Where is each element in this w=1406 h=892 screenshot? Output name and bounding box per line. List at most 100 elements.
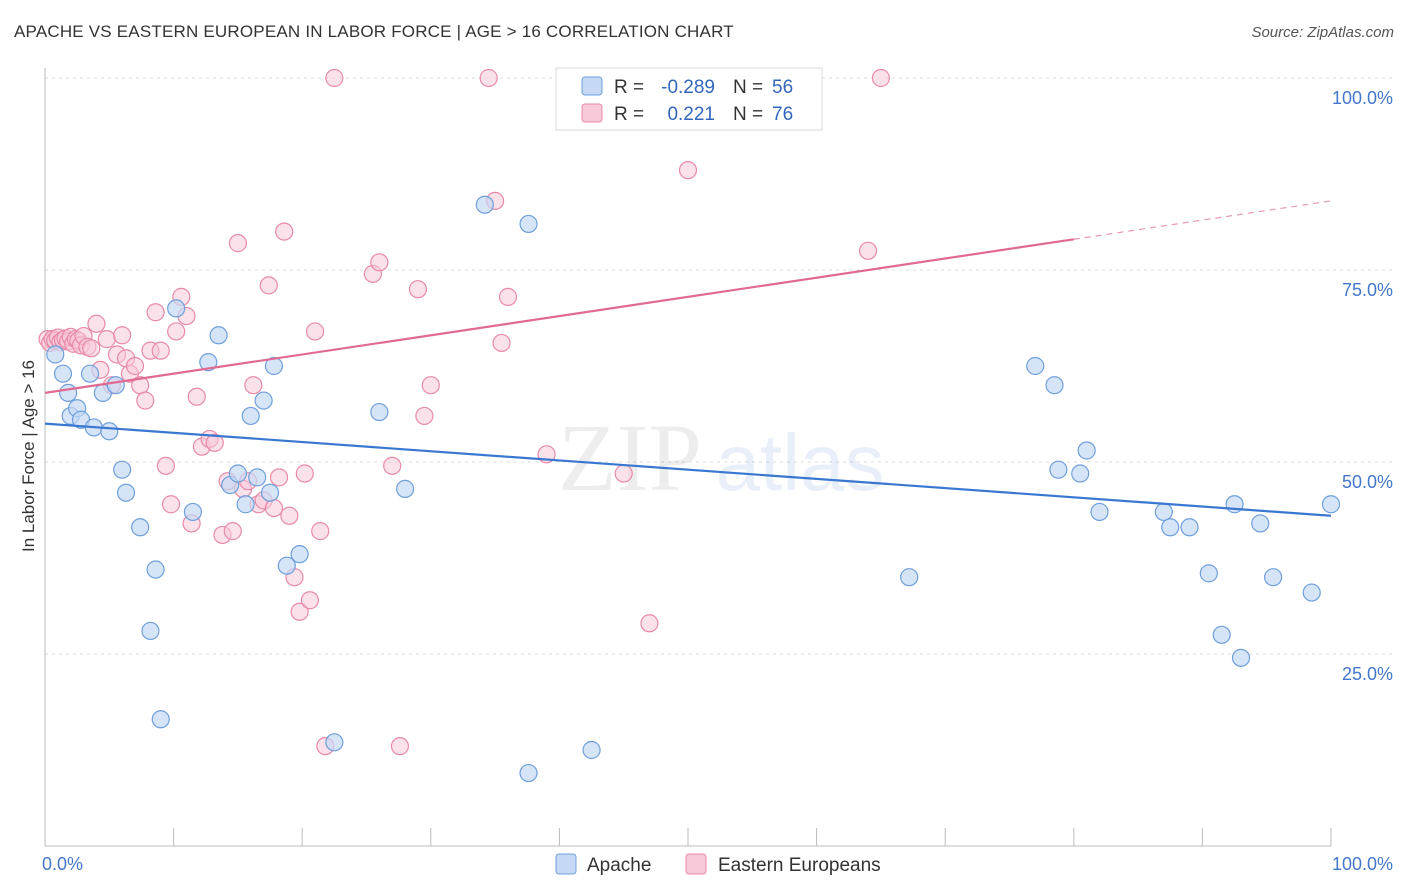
eastern-point-72 [492, 333, 511, 353]
apache-point-34 [475, 195, 494, 214]
eastern-point-19 [97, 330, 116, 349]
eastern-point-66 [390, 737, 410, 756]
bottom-legend-label-apache: Apache [587, 855, 651, 876]
eastern-point-32 [161, 495, 181, 514]
x-tick-labels: 0.0% 100.0% [42, 854, 1393, 874]
apache-point-53 [1264, 568, 1283, 587]
watermark-zip: ZIP [558, 404, 702, 511]
eastern-trend-line [44, 238, 1074, 394]
eastern-point-40 [205, 433, 224, 452]
eastern-point-54 [280, 506, 299, 525]
apache-point-39 [1026, 356, 1045, 376]
apache-point-22 [228, 464, 247, 483]
grid-lines [45, 77, 1392, 655]
eastern-point-67 [408, 280, 428, 299]
apache-point-41 [1049, 460, 1068, 479]
apache-point-19 [199, 353, 218, 372]
eastern-point-68 [415, 406, 434, 426]
apache-point-33 [395, 479, 415, 498]
eastern-point-64 [370, 253, 389, 272]
apache-point-13 [131, 518, 150, 537]
eastern-point-30 [151, 341, 170, 360]
y-tick-label-0: 25.0% [1342, 664, 1393, 684]
apache-point-12 [116, 483, 136, 502]
watermark-atlas: atlas [716, 418, 885, 507]
apache-point-42 [1071, 464, 1090, 483]
eastern-point-50 [259, 276, 278, 295]
legend-r-label-apache: R = [614, 77, 644, 98]
y-tick-label-3: 100.0% [1332, 88, 1393, 108]
eastern-point-43 [223, 522, 242, 541]
apache-point-47 [1180, 518, 1199, 537]
series-apache [46, 195, 1341, 783]
apache-point-6 [80, 364, 100, 383]
series-eastern-europeans [38, 68, 891, 756]
legend-swatch-eastern [581, 103, 603, 123]
eastern-point-62 [325, 68, 344, 88]
eastern-point-57 [295, 464, 314, 483]
legend-n-value-eastern: 76 [772, 104, 793, 125]
y-tick-label-1: 50.0% [1342, 472, 1393, 492]
apache-point-55 [1321, 495, 1341, 514]
apache-point-1 [53, 364, 73, 383]
legend-r-label-eastern: R = [614, 104, 644, 125]
apache-point-32 [370, 402, 389, 422]
eastern-point-16 [82, 339, 101, 358]
apache-point-20 [209, 326, 228, 345]
chart-title: APACHE VS EASTERN EUROPEAN IN LABOR FORC… [14, 22, 734, 41]
apache-point-0 [46, 345, 65, 364]
apache-point-45 [1154, 502, 1173, 522]
eastern-point-56 [290, 602, 309, 621]
legend-r-value-apache: -0.289 [661, 77, 715, 98]
apache-point-17 [167, 299, 186, 318]
apache-point-54 [1302, 583, 1321, 602]
apache-point-36 [519, 763, 538, 783]
apache-point-44 [1090, 502, 1109, 522]
apache-point-25 [248, 468, 267, 487]
eastern-trend-extension [1073, 200, 1332, 240]
legend-n-label-apache: N = [733, 77, 763, 98]
eastern-point-69 [421, 376, 440, 395]
apache-point-16 [151, 710, 170, 729]
legend-swatch-apache [581, 76, 603, 96]
apache-point-30 [290, 545, 309, 564]
apache-point-51 [1231, 648, 1251, 667]
bottom-legend-swatch-eastern [685, 853, 707, 875]
apache-point-43 [1077, 441, 1096, 460]
x-tick-label-1: 100.0% [1332, 854, 1393, 874]
eastern-point-79 [871, 68, 891, 88]
y-tick-labels: 25.0% 50.0% 75.0% 100.0% [1332, 88, 1393, 684]
eastern-point-78 [858, 241, 878, 260]
x-tick-label-0: 0.0% [42, 854, 83, 874]
eastern-point-44 [228, 234, 247, 253]
eastern-point-65 [383, 456, 402, 475]
eastern-point-52 [269, 468, 289, 487]
source-label: Source: ZipAtlas.com [1251, 24, 1394, 41]
bottom-legend-label-eastern: Eastern Europeans [718, 855, 881, 876]
bottom-legend-swatch-apache [555, 853, 577, 875]
apache-point-14 [141, 621, 160, 641]
bottom-legend: Apache Eastern Europeans [555, 853, 881, 876]
apache-point-18 [183, 502, 202, 522]
apache-point-38 [900, 568, 919, 587]
eastern-point-27 [136, 391, 155, 410]
eastern-point-53 [275, 222, 294, 241]
eastern-point-25 [125, 356, 145, 376]
apache-point-10 [106, 376, 125, 395]
apache-point-52 [1251, 514, 1270, 533]
eastern-point-77 [678, 161, 698, 180]
apache-point-9 [100, 422, 119, 441]
axes [44, 68, 1332, 847]
apache-point-27 [260, 483, 280, 502]
eastern-point-70 [479, 68, 498, 88]
y-tick-label-2: 75.0% [1342, 280, 1393, 300]
apache-point-26 [254, 391, 273, 410]
eastern-point-31 [156, 456, 175, 475]
watermark: ZIP atlas [558, 404, 884, 511]
apache-point-15 [146, 560, 165, 579]
eastern-point-33 [167, 322, 186, 341]
apache-point-29 [277, 556, 296, 575]
eastern-point-47 [244, 376, 263, 395]
trend-lines [44, 200, 1332, 517]
eastern-point-17 [87, 314, 106, 333]
